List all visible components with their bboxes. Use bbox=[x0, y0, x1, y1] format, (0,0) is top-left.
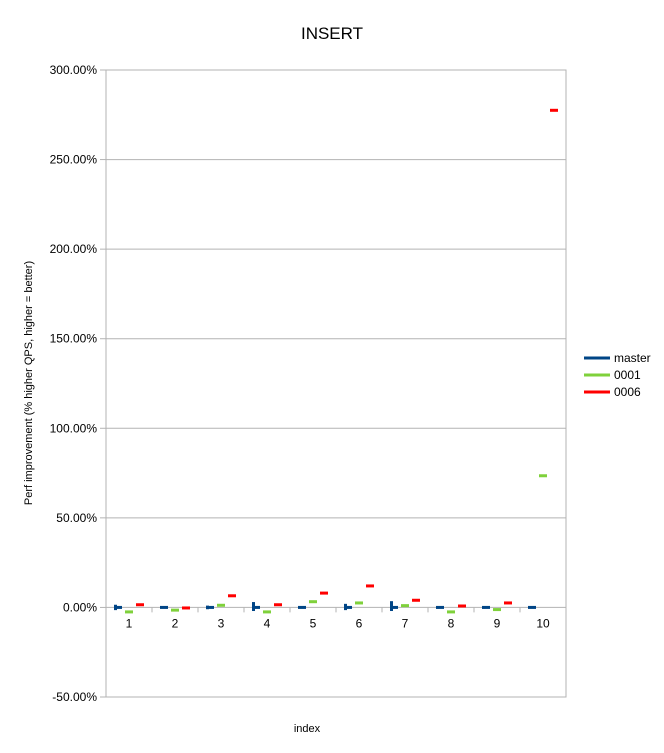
y-tick-label: 100.00% bbox=[50, 421, 98, 435]
point-0001 bbox=[447, 610, 455, 614]
x-tick-label: 2 bbox=[172, 616, 179, 630]
point-0001 bbox=[539, 474, 547, 478]
legend-label-0006: 0006 bbox=[614, 385, 641, 399]
x-tick-label: 4 bbox=[264, 616, 271, 630]
x-tick-label: 3 bbox=[218, 616, 225, 630]
legend-label-master: master bbox=[614, 351, 651, 365]
x-tick-label: 5 bbox=[310, 616, 317, 630]
point-0006 bbox=[366, 584, 374, 588]
point-master bbox=[252, 605, 260, 609]
data-marks bbox=[114, 108, 558, 614]
point-master bbox=[206, 605, 214, 609]
point-0001 bbox=[309, 600, 317, 604]
point-0001 bbox=[493, 608, 501, 612]
point-0001 bbox=[355, 601, 363, 605]
legend-label-0001: 0001 bbox=[614, 368, 641, 382]
point-0001 bbox=[171, 608, 179, 612]
point-master bbox=[344, 605, 352, 609]
y-axis-ticks: 300.00% 250.00% 200.00% 150.00% 100.00% 50.00… bbox=[50, 63, 106, 704]
y-tick-label: 150.00% bbox=[50, 332, 98, 346]
point-0006 bbox=[504, 601, 512, 605]
point-0006 bbox=[228, 594, 236, 598]
gridlines bbox=[106, 69, 566, 698]
point-master bbox=[114, 605, 122, 609]
y-tick-label: -50.00% bbox=[52, 690, 97, 704]
legend: master 0001 0006 bbox=[584, 351, 651, 399]
point-master bbox=[390, 605, 398, 609]
y-tick-label: 300.00% bbox=[50, 63, 98, 77]
x-tick-label: 6 bbox=[356, 616, 363, 630]
y-tick-label: 0.00% bbox=[63, 600, 97, 614]
point-0006 bbox=[550, 108, 558, 112]
point-master bbox=[160, 605, 168, 609]
point-0001 bbox=[125, 610, 133, 614]
point-0006 bbox=[320, 591, 328, 595]
point-0006 bbox=[458, 604, 466, 608]
point-0001 bbox=[263, 610, 271, 614]
y-tick-label: 250.00% bbox=[50, 153, 98, 167]
point-0006 bbox=[412, 598, 420, 602]
y-tick-label: 50.00% bbox=[56, 511, 97, 525]
point-0001 bbox=[217, 603, 225, 607]
x-tick-label: 1 bbox=[126, 616, 133, 630]
point-master bbox=[528, 605, 536, 609]
point-master bbox=[482, 605, 490, 609]
point-0006 bbox=[182, 606, 190, 610]
y-axis-label: Perf improvement (% higher QPS, higher =… bbox=[23, 261, 35, 505]
x-tick-label: 7 bbox=[402, 616, 409, 630]
x-axis-ticks: 1 2 3 4 5 6 7 8 9 10 bbox=[105, 607, 567, 630]
x-tick-label: 9 bbox=[494, 616, 501, 630]
x-axis-label: index bbox=[294, 723, 321, 735]
plot-area bbox=[105, 69, 567, 698]
x-tick-label: 8 bbox=[448, 616, 455, 630]
point-0001 bbox=[401, 604, 409, 608]
point-master bbox=[436, 605, 444, 609]
point-0006 bbox=[136, 603, 144, 607]
y-tick-label: 200.00% bbox=[50, 242, 98, 256]
point-0006 bbox=[274, 603, 282, 607]
point-master bbox=[298, 605, 306, 609]
chart-title: INSERT bbox=[301, 24, 363, 43]
x-tick-label: 10 bbox=[536, 616, 550, 630]
